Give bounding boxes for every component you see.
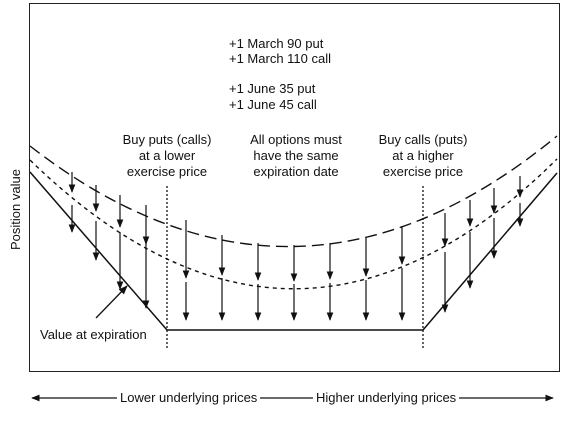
value-decline-arrows [68, 172, 524, 321]
annotation-lower-exercise: Buy puts (calls) at a lower exercise pri… [101, 132, 233, 180]
annotation-higher-1: Buy calls (puts) [378, 132, 468, 147]
legend-line-3: +1 June 35 put [229, 81, 316, 96]
legend-line-2: +1 March 110 call [229, 51, 332, 66]
annotation-higher-2: at a higher [392, 148, 454, 163]
annotation-lower-1: Buy puts (calls) [122, 132, 212, 147]
x-axis-lower-label: Lower underlying prices [117, 390, 261, 406]
lower-dashed-curve [29, 158, 558, 290]
annotation-middle-1: All options must [250, 132, 342, 147]
annotation-same-expiration: All options must have the same expiratio… [233, 132, 359, 180]
legend-line-1: +1 March 90 put [229, 36, 324, 51]
annotation-higher-3: exercise price [382, 164, 464, 179]
value-at-expiration-label: Value at expiration [40, 327, 147, 342]
expiration-pointer-arrow [95, 285, 128, 319]
annotation-middle-3: expiration date [253, 164, 339, 179]
diagram-frame [29, 3, 560, 372]
annotation-middle-2: have the same [253, 148, 339, 163]
x-axis-higher-label: Higher underlying prices [313, 390, 460, 406]
legend-line-4: +1 June 45 call [229, 97, 317, 112]
annotation-higher-exercise: Buy calls (puts) at a higher exercise pr… [357, 132, 489, 180]
y-axis-label: Position value [8, 169, 23, 250]
annotation-lower-3: exercise price [126, 164, 208, 179]
expiration-value-line [29, 171, 558, 331]
annotation-lower-2: at a lower [138, 148, 196, 163]
